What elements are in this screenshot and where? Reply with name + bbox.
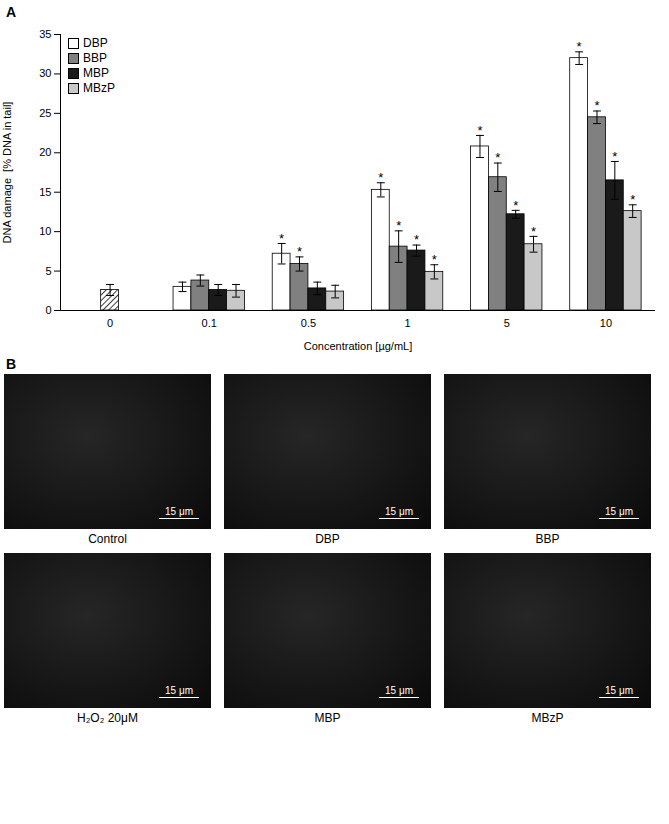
svg-text:10: 10: [600, 317, 612, 329]
html-text:BBP: BBP: [83, 51, 107, 65]
html-text:B: B: [6, 356, 17, 372]
html-text:BBP: BBP: [535, 532, 560, 546]
svg-text:*: *: [531, 224, 536, 239]
svg-text:*: *: [414, 232, 419, 247]
svg-text:25: 25: [39, 107, 51, 119]
svg-text:0: 0: [45, 304, 51, 316]
html-text:15 μm: 15 μm: [165, 685, 193, 696]
svg-text:*: *: [612, 149, 617, 164]
svg-text:1: 1: [405, 317, 411, 329]
svg-text:*: *: [594, 98, 599, 113]
svg-text:Concentration [µg/mL]: Concentration [µg/mL]: [304, 340, 412, 352]
html-text:15 μm: 15 μm: [605, 685, 633, 696]
svg-text:0.5: 0.5: [301, 317, 316, 329]
svg-text:*: *: [477, 123, 482, 138]
html-text:15 μm: 15 μm: [385, 685, 413, 696]
html-text:A: A: [6, 4, 17, 20]
svg-text:*: *: [279, 231, 284, 246]
html-text:MBzP: MBzP: [83, 81, 115, 95]
html-text:15 μm: 15 μm: [385, 506, 413, 517]
svg-text:5: 5: [45, 265, 51, 277]
svg-text:15: 15: [39, 186, 51, 198]
svg-text:*: *: [630, 192, 635, 207]
html-text:DBP: DBP: [315, 532, 340, 546]
svg-text:*: *: [577, 39, 582, 54]
svg-text:*: *: [513, 198, 518, 213]
html-text:MBP: MBP: [83, 66, 109, 80]
svg-text:10: 10: [39, 225, 51, 237]
svg-text:*: *: [297, 244, 302, 259]
svg-text:0: 0: [107, 317, 113, 329]
svg-text:20: 20: [39, 146, 51, 158]
svg-text:*: *: [396, 218, 401, 233]
html-text:Control: Control: [88, 532, 127, 546]
svg-text:*: *: [432, 252, 437, 267]
svg-text:0.1: 0.1: [202, 317, 217, 329]
html-text:15 μm: 15 μm: [605, 506, 633, 517]
html-text:15 μm: 15 μm: [165, 506, 193, 517]
html-text:DBP: DBP: [83, 36, 108, 50]
svg-text:*: *: [378, 170, 383, 185]
svg-text:35: 35: [39, 28, 51, 40]
svg-text:DNA damage [% DNA in tail]: DNA damage [% DNA in tail]: [1, 102, 13, 244]
svg-text:*: *: [495, 150, 500, 165]
svg-text:5: 5: [504, 317, 510, 329]
html-text:MBzP: MBzP: [531, 711, 564, 725]
html-text:H₂O₂ 20μM: H₂O₂ 20μM: [77, 711, 138, 725]
html-text:MBP: MBP: [314, 711, 341, 725]
svg-text:30: 30: [39, 67, 51, 79]
